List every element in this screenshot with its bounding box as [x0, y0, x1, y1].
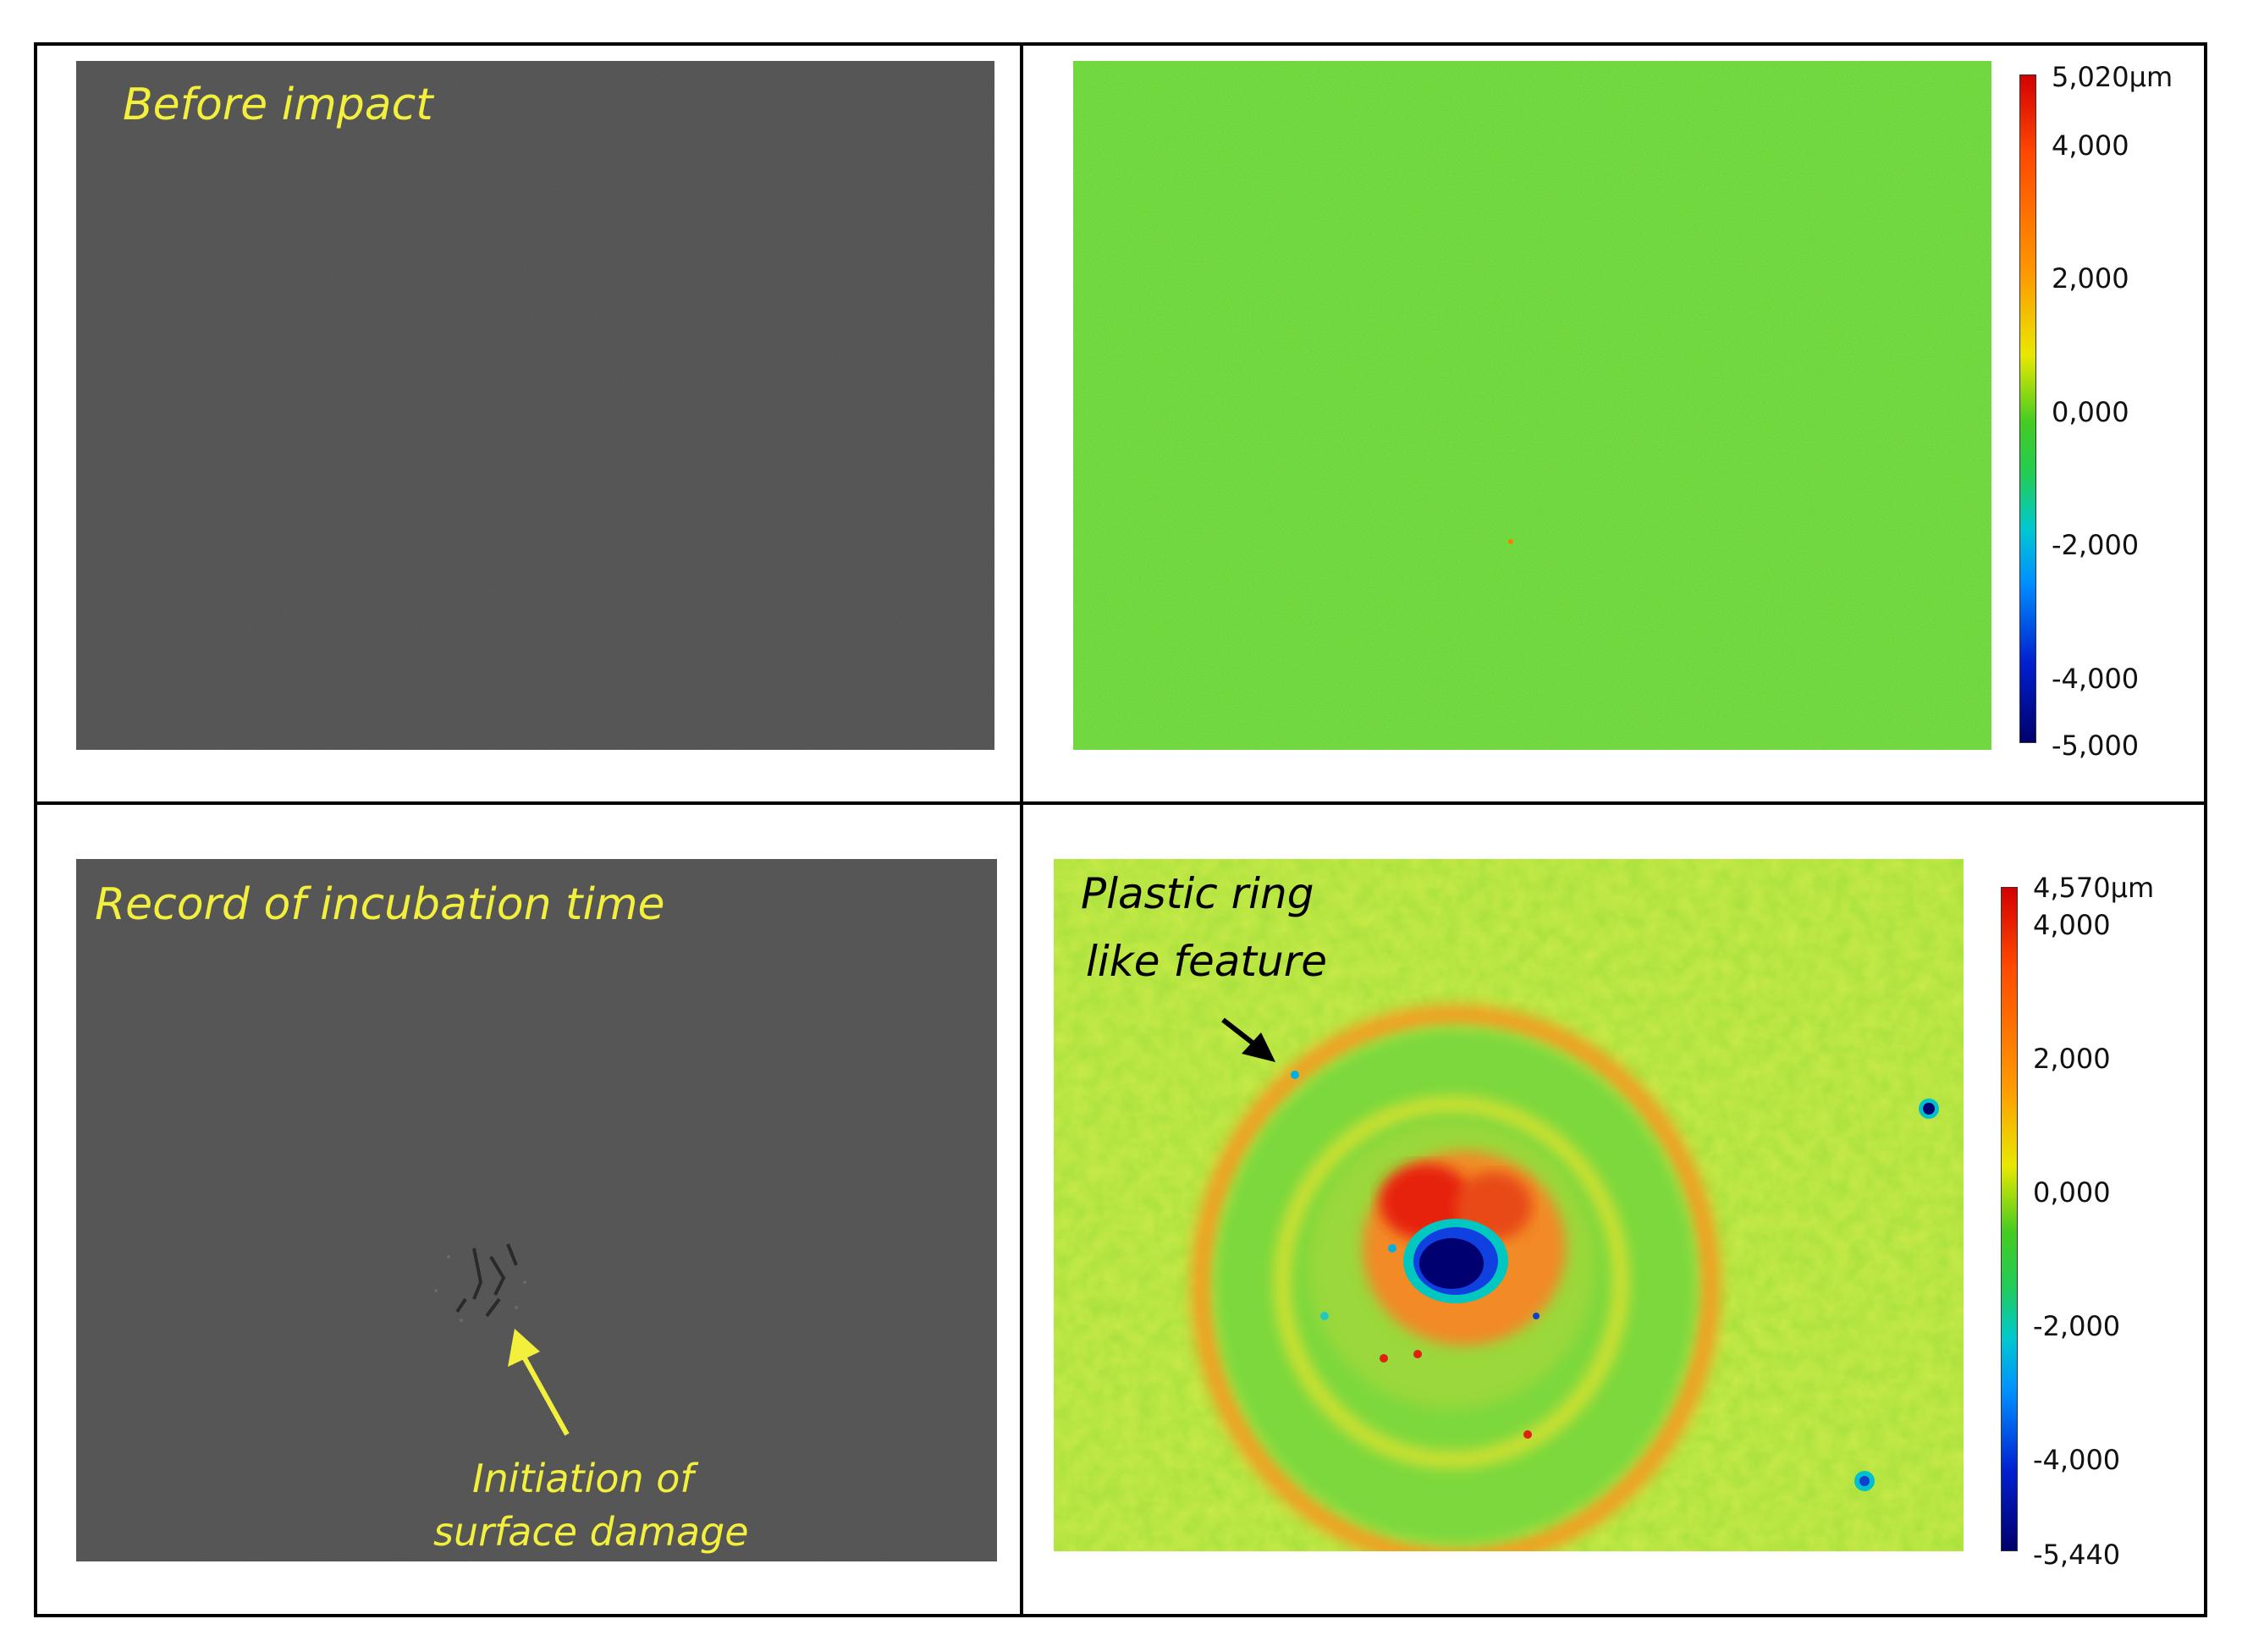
- photo-before-impact: Before impact: [76, 61, 994, 750]
- photo-texture: [76, 61, 994, 750]
- colorbar-bottom-tick: 4,000: [2033, 909, 2111, 941]
- annotation-plastic-ring-line2: like feature: [1086, 937, 1328, 986]
- figure-grid-frame: [34, 42, 2207, 1617]
- colorbar-bottom: [2001, 887, 2018, 1551]
- colorbar-bottom-tick: -2,000: [2033, 1310, 2121, 1342]
- colorbar-bottom-tick: 2,000: [2033, 1043, 2111, 1075]
- grid-horizontal-divider: [34, 801, 2207, 805]
- label-before-impact: Before impact: [123, 80, 433, 130]
- surface-damage-spot: [455, 1243, 518, 1318]
- photo-texture: [76, 859, 997, 1561]
- colorbar-bottom-tick: -5,440: [2033, 1539, 2121, 1571]
- heightmap-crater: [1054, 859, 1964, 1551]
- colorbar-top-tick: 2,000: [2052, 262, 2129, 295]
- colorbar-bottom-tick: 4,570µm: [2033, 872, 2155, 904]
- colorbar-top-tick: 5,020µm: [2052, 61, 2173, 93]
- colorbar-top-tick: 4,000: [2052, 129, 2129, 162]
- heightmap-after-impact: Plastic ring like feature: [1054, 859, 1964, 1551]
- heightmap-texture: [1073, 61, 1991, 750]
- heightmap-before-impact: [1073, 61, 1991, 750]
- photo-incubation-time: Record of incubation time Initiation of …: [76, 859, 997, 1561]
- annotation-initiation-line2: surface damage: [433, 1509, 749, 1555]
- label-incubation-time: Record of incubation time: [95, 879, 665, 930]
- annotation-initiation-line1: Initiation of: [472, 1456, 694, 1501]
- colorbar-top-tick: -5,000: [2052, 730, 2140, 762]
- colorbar-top-tick: 0,000: [2052, 396, 2129, 428]
- colorbar-bottom-tick: 0,000: [2033, 1176, 2111, 1209]
- colorbar-bottom-tick: -4,000: [2033, 1444, 2121, 1476]
- colorbar-top: [2019, 74, 2036, 743]
- annotation-plastic-ring-line1: Plastic ring: [1081, 869, 1314, 918]
- colorbar-top-tick: -4,000: [2052, 663, 2140, 695]
- colorbar-top-tick: -2,000: [2052, 529, 2140, 561]
- grid-vertical-divider: [1020, 42, 1023, 1617]
